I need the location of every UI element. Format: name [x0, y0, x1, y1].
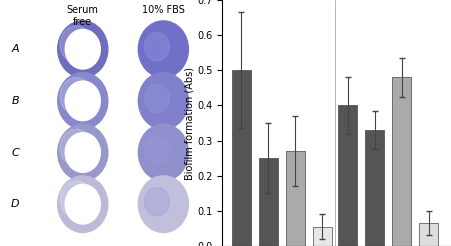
Bar	[232, 70, 251, 246]
Circle shape	[144, 84, 170, 113]
Bar	[338, 106, 357, 246]
Circle shape	[65, 81, 100, 121]
Text: C: C	[11, 148, 19, 157]
Circle shape	[138, 73, 189, 129]
Text: A: A	[11, 44, 19, 54]
Circle shape	[60, 77, 92, 114]
Circle shape	[138, 21, 189, 77]
Circle shape	[60, 129, 92, 166]
Circle shape	[58, 124, 108, 181]
Text: Serum
free: Serum free	[67, 5, 99, 27]
Circle shape	[65, 133, 100, 172]
Bar	[259, 158, 278, 246]
Text: 10% FBS: 10% FBS	[142, 5, 185, 15]
Bar	[365, 130, 384, 246]
Bar	[286, 151, 305, 246]
Circle shape	[65, 29, 100, 69]
Y-axis label: Biofilm formation (Abs): Biofilm formation (Abs)	[184, 66, 194, 180]
Circle shape	[58, 73, 108, 129]
Circle shape	[138, 176, 189, 232]
Circle shape	[65, 184, 100, 224]
Circle shape	[58, 176, 108, 232]
Circle shape	[144, 136, 170, 164]
Text: D: D	[11, 199, 19, 209]
Circle shape	[60, 26, 92, 63]
Circle shape	[138, 124, 189, 181]
Circle shape	[60, 181, 92, 218]
Bar	[313, 227, 332, 246]
Circle shape	[144, 187, 170, 216]
Text: B: B	[11, 96, 19, 106]
Circle shape	[144, 32, 170, 61]
Circle shape	[58, 21, 108, 77]
Bar	[419, 223, 438, 246]
Bar	[392, 77, 411, 246]
